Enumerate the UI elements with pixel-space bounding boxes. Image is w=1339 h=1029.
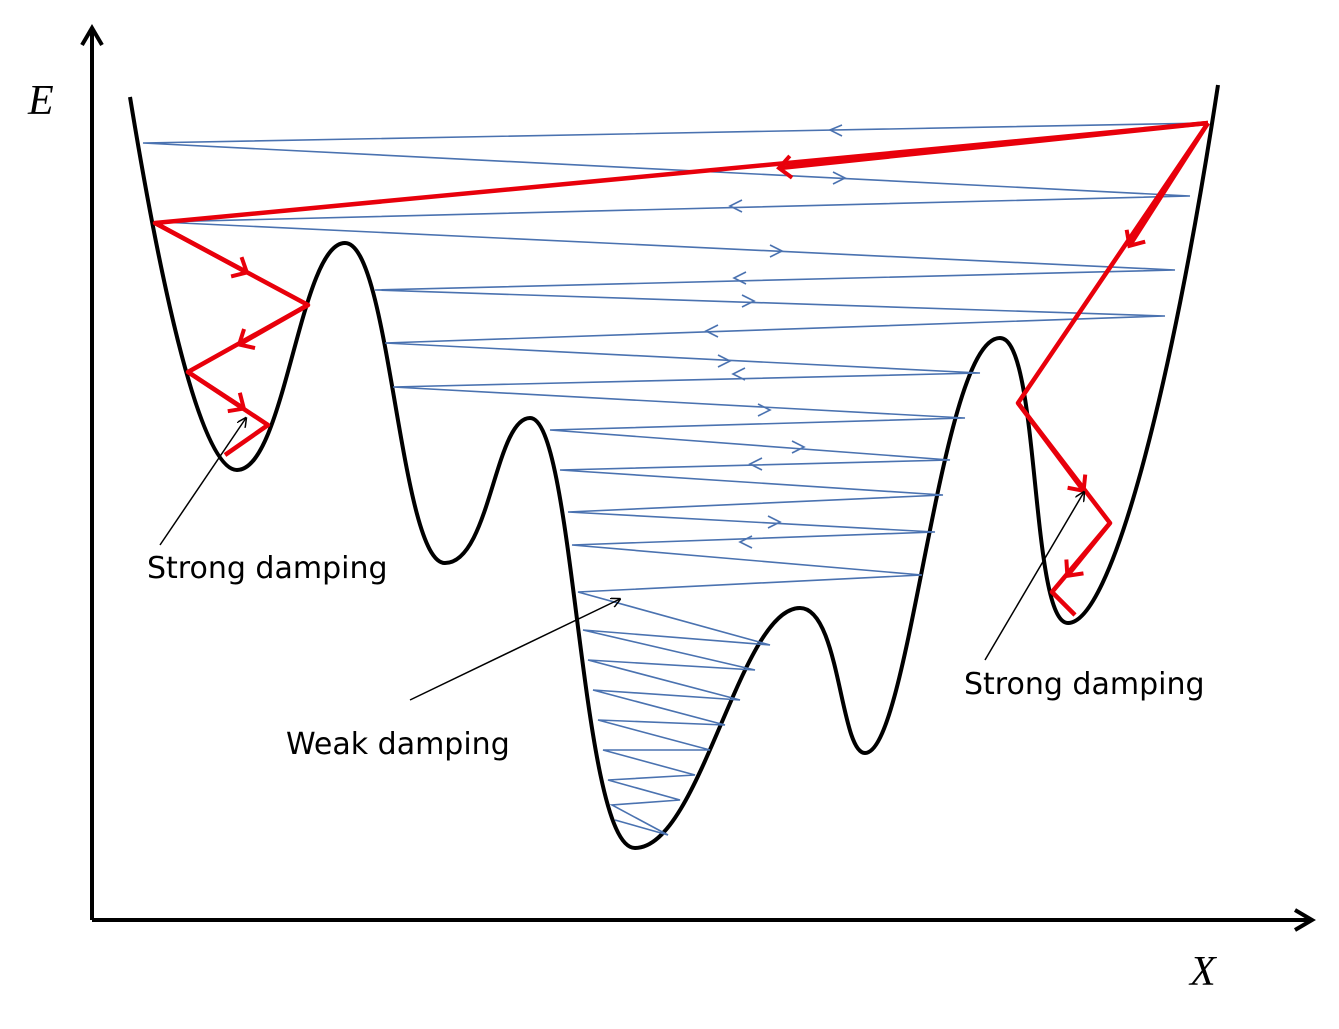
strong-damping-path: [152, 120, 1210, 617]
y-axis-label: E: [27, 78, 54, 124]
x-axis-label: X: [1188, 949, 1218, 995]
annotation: Strong damping: [147, 551, 388, 586]
axes: [80, 24, 1316, 932]
annotation-arrows: [159, 418, 1084, 701]
weak-damping-path: [142, 122, 1209, 836]
potential-curve: [128, 84, 1220, 851]
annotation: Strong damping: [964, 667, 1205, 702]
blue-arrowheads: [704, 124, 847, 549]
annotation: Weak damping: [286, 727, 510, 762]
